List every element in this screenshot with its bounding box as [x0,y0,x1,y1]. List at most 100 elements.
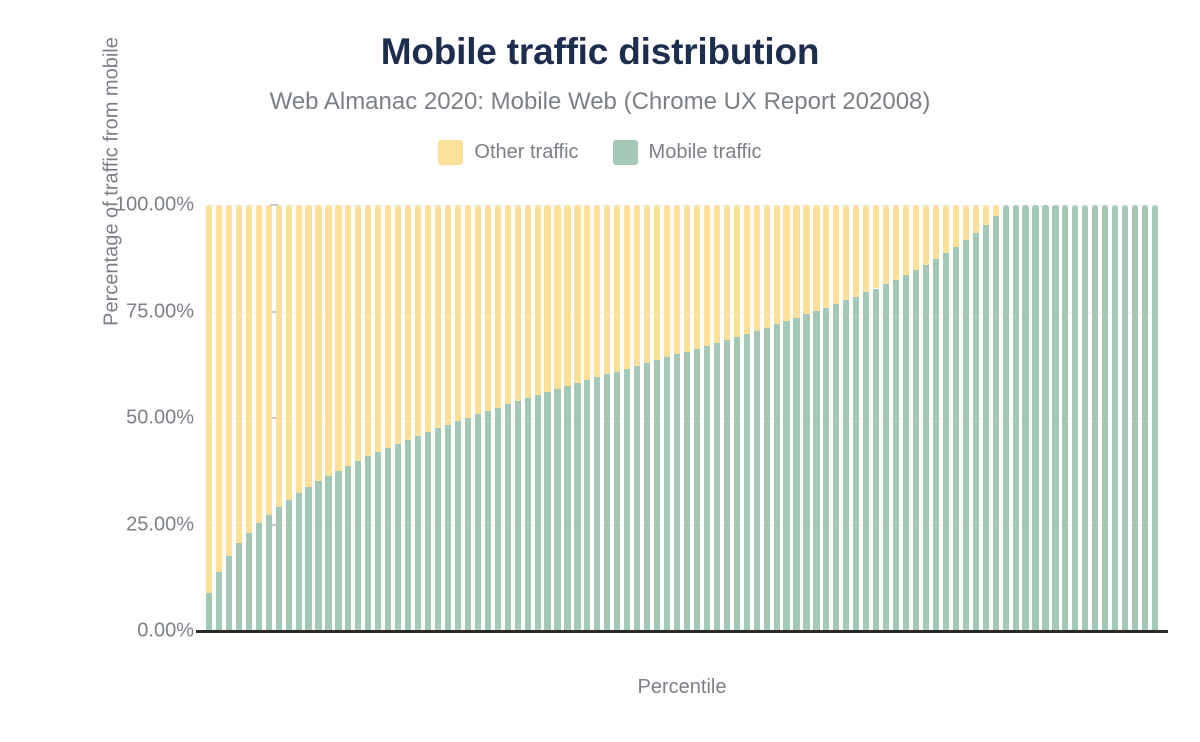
bar-segment-mobile-traffic[interactable] [634,365,641,631]
bar-column[interactable] [743,205,750,631]
bar-segment-mobile-traffic[interactable] [992,216,999,631]
bar-column[interactable] [305,205,312,631]
bar-segment-other-traffic[interactable] [783,205,790,322]
bar-segment-mobile-traffic[interactable] [335,470,342,631]
bar-column[interactable] [614,205,621,631]
bar-segment-mobile-traffic[interactable] [424,432,432,631]
bar-column[interactable] [902,205,910,631]
bar-segment-mobile-traffic[interactable] [823,307,830,631]
bar-segment-mobile-traffic[interactable] [773,324,780,631]
bar-segment-other-traffic[interactable] [235,205,242,544]
bar-column[interactable] [415,205,422,631]
bar-segment-mobile-traffic[interactable] [833,303,840,631]
bar-segment-other-traffic[interactable] [434,205,442,429]
bar-column[interactable] [405,205,412,631]
bar-segment-other-traffic[interactable] [813,205,820,312]
bar-column[interactable] [1072,205,1079,631]
bar-segment-mobile-traffic[interactable] [205,592,213,631]
bar-column[interactable] [235,205,242,631]
bar-segment-mobile-traffic[interactable] [912,269,920,631]
bar-column[interactable] [763,205,770,631]
bar-segment-other-traffic[interactable] [863,205,870,293]
bar-column[interactable] [703,205,710,631]
bar-segment-mobile-traffic[interactable] [1052,205,1059,631]
bar-column[interactable] [1092,205,1099,631]
bar-segment-other-traffic[interactable] [375,205,382,453]
bar-segment-other-traffic[interactable] [365,205,372,457]
bar-segment-other-traffic[interactable] [514,205,521,402]
legend-item-mobile-traffic[interactable]: Mobile traffic [612,140,762,165]
bar-segment-other-traffic[interactable] [982,205,989,225]
bar-segment-other-traffic[interactable] [624,205,631,369]
bar-column[interactable] [932,205,940,631]
bar-segment-mobile-traffic[interactable] [1072,205,1079,631]
bar-column[interactable] [922,205,930,631]
bar-segment-mobile-traffic[interactable] [883,284,890,631]
bar-segment-other-traffic[interactable] [305,205,312,488]
bar-segment-mobile-traffic[interactable] [733,336,740,631]
bar-segment-other-traffic[interactable] [753,205,760,331]
bar-segment-mobile-traffic[interactable] [853,296,860,631]
bar-column[interactable] [385,205,392,631]
bar-segment-other-traffic[interactable] [952,205,959,247]
bar-segment-mobile-traffic[interactable] [245,532,252,631]
bar-segment-other-traffic[interactable] [793,205,800,318]
bar-column[interactable] [584,205,591,631]
bar-segment-mobile-traffic[interactable] [604,374,611,631]
bar-segment-mobile-traffic[interactable] [803,314,810,631]
bar-segment-other-traffic[interactable] [703,205,710,346]
bar-column[interactable] [962,205,969,631]
bar-column[interactable] [474,205,481,631]
bar-column[interactable] [942,205,949,631]
bar-segment-other-traffic[interactable] [773,205,780,325]
bar-column[interactable] [693,205,701,631]
bar-column[interactable] [325,205,332,631]
bar-segment-mobile-traffic[interactable] [584,380,591,631]
bar-column[interactable] [524,205,531,631]
bar-segment-other-traffic[interactable] [285,205,292,500]
bar-segment-mobile-traffic[interactable] [564,386,571,631]
bar-segment-mobile-traffic[interactable] [624,368,631,631]
bar-segment-mobile-traffic[interactable] [534,395,541,631]
bar-column[interactable] [255,205,262,631]
bar-segment-mobile-traffic[interactable] [375,452,382,631]
bar-segment-mobile-traffic[interactable] [932,259,940,631]
bar-segment-mobile-traffic[interactable] [1122,205,1129,631]
bar-column[interactable] [952,205,959,631]
bar-segment-other-traffic[interactable] [962,205,969,240]
bar-segment-mobile-traffic[interactable] [355,461,362,631]
bar-segment-mobile-traffic[interactable] [1132,205,1139,631]
bar-segment-mobile-traffic[interactable] [1022,205,1029,631]
bar-segment-mobile-traffic[interactable] [793,317,800,631]
bar-segment-mobile-traffic[interactable] [1062,205,1069,631]
bar-segment-mobile-traffic[interactable] [1042,205,1049,631]
bar-column[interactable] [723,205,730,631]
bar-column[interactable] [534,205,541,631]
bar-column[interactable] [912,205,920,631]
bar-column[interactable] [1151,205,1159,631]
bar-column[interactable] [295,205,302,631]
bar-segment-other-traffic[interactable] [883,205,890,285]
bar-segment-other-traffic[interactable] [464,205,471,418]
bar-segment-other-traffic[interactable] [853,205,860,297]
bar-segment-other-traffic[interactable] [504,205,511,405]
bar-column[interactable] [285,205,292,631]
bar-segment-mobile-traffic[interactable] [873,288,880,631]
bar-segment-mobile-traffic[interactable] [215,572,223,631]
bar-segment-other-traffic[interactable] [225,205,232,557]
bar-segment-other-traffic[interactable] [205,205,213,593]
bar-segment-mobile-traffic[interactable] [434,428,442,631]
bar-column[interactable] [1012,205,1019,631]
bar-segment-other-traffic[interactable] [932,205,940,260]
bar-segment-mobile-traffic[interactable] [385,447,392,631]
bar-column[interactable] [315,205,322,631]
bar-segment-mobile-traffic[interactable] [713,342,720,631]
bar-segment-mobile-traffic[interactable] [644,362,651,631]
bar-segment-mobile-traffic[interactable] [1112,205,1119,631]
bar-segment-mobile-traffic[interactable] [703,345,710,631]
bar-column[interactable] [395,205,402,631]
bar-segment-mobile-traffic[interactable] [544,392,551,631]
bar-segment-other-traffic[interactable] [574,205,581,384]
bar-segment-other-traffic[interactable] [693,205,701,349]
bar-segment-other-traffic[interactable] [564,205,571,387]
